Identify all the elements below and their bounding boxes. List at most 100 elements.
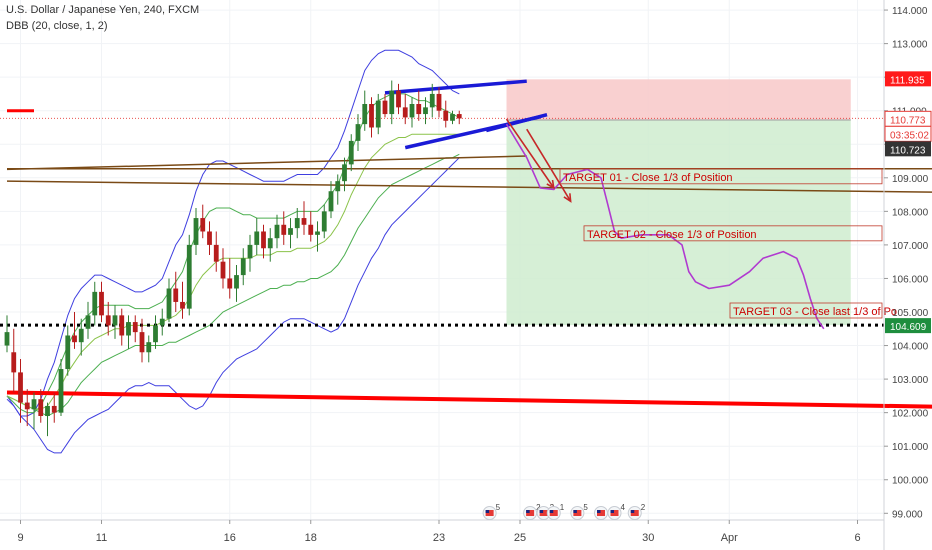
candle-body <box>240 258 246 276</box>
candle-body <box>65 335 71 370</box>
target-label-box <box>583 225 883 242</box>
candle-body <box>213 244 219 262</box>
candle-body <box>24 402 30 410</box>
candle-body <box>227 278 233 289</box>
band-lower-1sd <box>6 153 460 417</box>
candle-body <box>173 288 179 302</box>
candle-body <box>112 315 118 326</box>
candle-body <box>99 291 104 316</box>
flag-canton <box>526 510 530 513</box>
band-basis <box>6 133 460 410</box>
candle-body <box>423 107 428 115</box>
flag-stripes <box>597 510 605 516</box>
price-tick-label: 100.000 <box>892 476 929 487</box>
candle-body <box>436 93 442 111</box>
band-upper-2sd <box>6 49 460 417</box>
event-flag-icon[interactable]: 4 <box>607 503 626 520</box>
stop-price-label: 111.935 <box>890 75 925 86</box>
target-price-label-bg <box>885 318 931 334</box>
candle-body <box>126 322 131 336</box>
time-tick-label: 23 <box>433 532 445 544</box>
flag-stripes <box>573 510 582 516</box>
candle-body <box>78 328 84 343</box>
flag-canton <box>597 510 601 513</box>
flag-canton <box>485 510 490 513</box>
candle-body <box>193 218 199 245</box>
candle-body <box>342 164 347 182</box>
event-count: 1 <box>560 503 565 512</box>
candle-body <box>261 231 266 249</box>
event-count: 5 <box>496 503 501 512</box>
candlesticks <box>4 80 462 437</box>
event-flag-icon[interactable]: 2 <box>627 503 646 520</box>
price-tick-label: 104.000 <box>892 342 929 353</box>
candle-body <box>355 124 361 141</box>
candle-body <box>348 140 354 165</box>
time-tick-label: 6 <box>854 532 860 544</box>
target-label-box <box>729 302 883 319</box>
event-count: 2 <box>641 503 646 512</box>
event-count: 2 <box>536 503 541 512</box>
event-flag-icon[interactable]: 1 <box>546 503 565 520</box>
candle-body <box>105 315 111 326</box>
event-flag-icon[interactable]: 5 <box>570 503 589 520</box>
stop-price-label-bg <box>885 71 931 87</box>
band-lower-2sd <box>6 157 460 454</box>
drawn-lines <box>0 79 932 409</box>
flag-canton <box>610 510 614 513</box>
candle-body <box>72 335 77 343</box>
event-icons[interactable]: 5221542 <box>482 503 646 520</box>
stop-loss-zone <box>506 79 851 121</box>
support-line <box>6 390 932 409</box>
trendline-lower <box>6 180 932 193</box>
position-zones <box>506 79 851 326</box>
candle-body <box>92 291 98 316</box>
flag-stripes <box>539 510 548 516</box>
candle-body <box>456 114 462 119</box>
candle-body <box>139 332 145 353</box>
target-price-label: 104.609 <box>890 322 927 333</box>
candle-body <box>186 244 192 309</box>
price-tick-label: 107.000 <box>892 241 929 252</box>
candle-body <box>274 224 280 239</box>
price-tick-label: 105.000 <box>892 308 929 319</box>
time-tick-label: 11 <box>96 532 107 544</box>
entry-price-label-bg <box>885 141 931 157</box>
chart-title: U.S. Dollar / Japanese Yen, 240, FXCM <box>6 4 200 16</box>
price-tick-label: 114.000 <box>892 6 928 17</box>
flag-stripes <box>549 510 558 516</box>
trendline-upper <box>6 155 527 171</box>
flag-stripes <box>526 510 535 516</box>
event-flag-icon[interactable]: 2 <box>523 503 542 520</box>
candle-body <box>315 231 320 235</box>
flag-stripes <box>485 510 494 516</box>
candle-body <box>247 244 253 259</box>
flag-stripes <box>610 510 619 516</box>
candle-body <box>335 181 341 192</box>
price-tick-label: 106.000 <box>892 274 929 285</box>
price-tick-label: 101.000 <box>892 442 929 453</box>
price-tick-label: 109.000 <box>892 174 929 185</box>
event-flag-icon[interactable]: 5 <box>482 503 501 520</box>
candle-body <box>119 315 125 336</box>
candle-body <box>234 275 239 289</box>
candle-body <box>4 332 10 346</box>
candle-body <box>11 352 17 373</box>
target-label-2: TARGET 02 - Close 1/3 of Position <box>587 229 757 241</box>
candle-body <box>45 405 50 416</box>
time-tick-label: 16 <box>224 532 236 544</box>
flag-canton <box>549 510 554 513</box>
candle-body <box>450 114 455 121</box>
time-tick-label: Apr <box>721 532 738 544</box>
current-price-label: 110.773 <box>890 115 926 126</box>
candle-body <box>254 231 260 245</box>
candle-body <box>281 224 287 235</box>
candle-body <box>146 342 152 353</box>
candle-body <box>389 90 395 115</box>
event-flag-icon[interactable] <box>594 506 608 520</box>
candle-body <box>18 372 23 403</box>
candle-body <box>375 100 381 128</box>
candle-body <box>396 90 401 108</box>
